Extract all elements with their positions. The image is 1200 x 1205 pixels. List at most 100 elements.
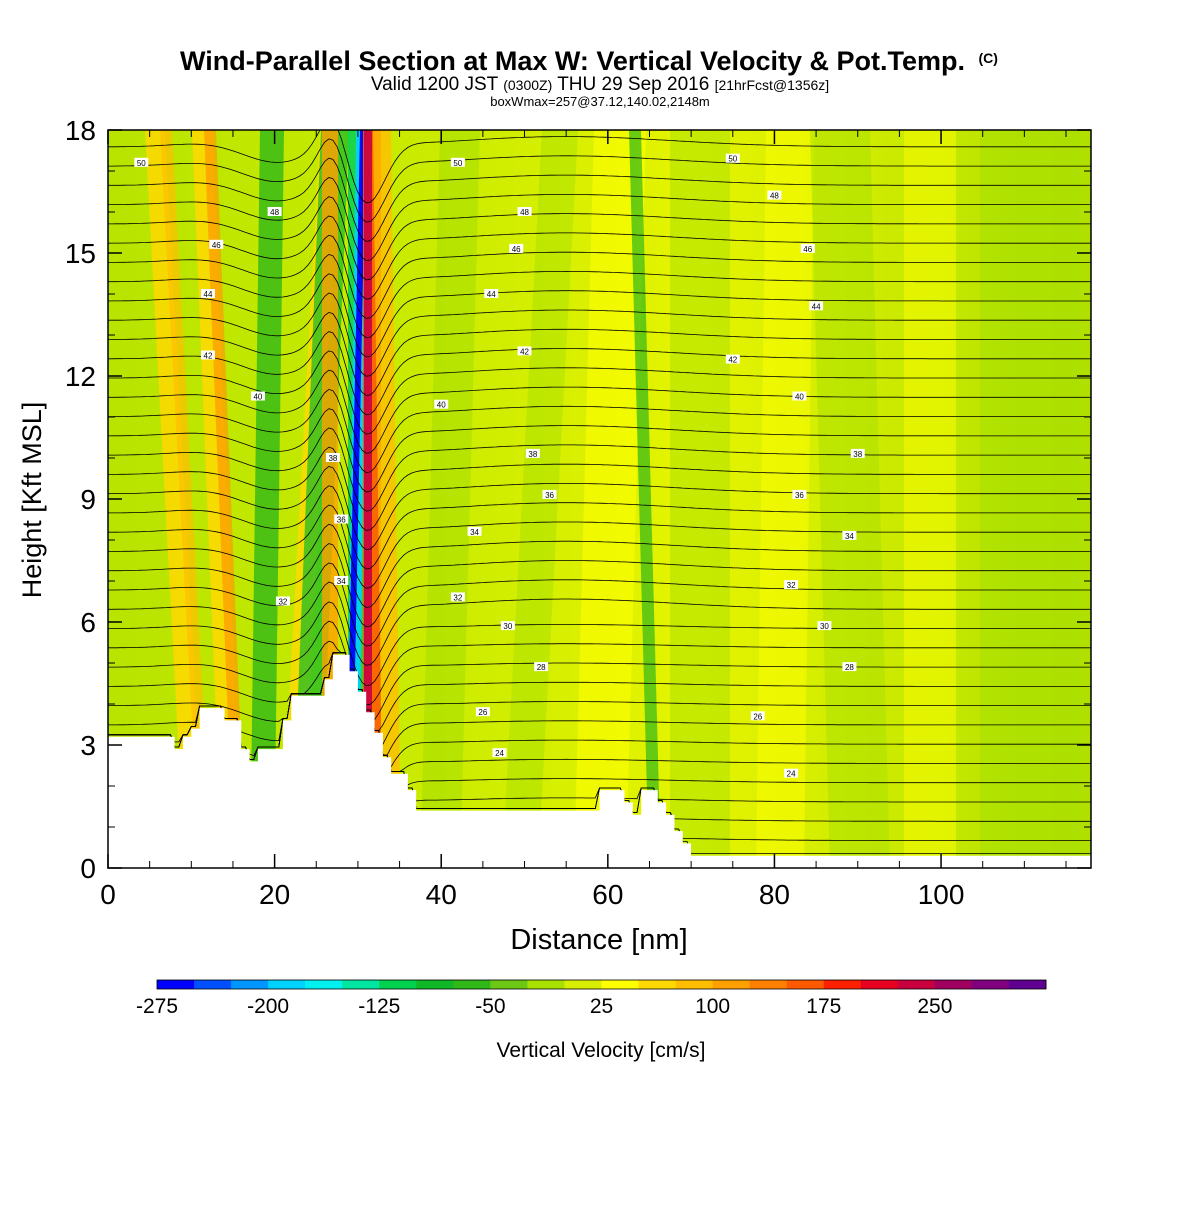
theta-label: 40 <box>250 391 265 402</box>
y-tick-label: 18 <box>65 115 96 146</box>
plot-area: 50 48 46 44 42 40 38 36 34 32 50 48 46 44 42 40 38 36 34 32… <box>108 130 1091 868</box>
theta-label-bg <box>450 157 465 167</box>
isentrope-line <box>108 620 1091 706</box>
theta-label-bg <box>467 526 482 536</box>
theta-label-text: 38 <box>853 450 862 459</box>
theta-label-bg <box>842 662 857 672</box>
theta-label-bg <box>534 662 549 672</box>
theta-label: 36 <box>542 489 557 500</box>
theta-label-text: 38 <box>328 454 337 463</box>
theta-label: 44 <box>484 289 499 299</box>
theta-label-text: 46 <box>212 241 221 250</box>
theta-label-text: 36 <box>795 491 804 500</box>
theta-label: 28 <box>534 662 549 672</box>
colorbar-swatch <box>1008 980 1047 989</box>
isentrope-line <box>108 652 1091 731</box>
chart-subtitle-box: boxWmax=257@37.12,140.02,2148m <box>490 94 710 109</box>
isentrope-line <box>108 523 1091 608</box>
theta-label: 38 <box>325 453 340 463</box>
isentrope-line <box>108 234 1091 319</box>
theta-label: 38 <box>525 448 540 459</box>
colorbar-swatch <box>416 980 454 989</box>
chart-title: Wind-Parallel Section at Max W: Vertical… <box>180 46 998 76</box>
theta-label-bg <box>334 514 349 524</box>
colorbar-swatch <box>157 980 195 989</box>
theta-labels: 50 48 46 44 42 40 38 36 34 32 50 48 46 44 42 40 38 36 34 32… <box>134 153 865 779</box>
theta-label-bg <box>484 289 499 298</box>
theta-label-bg <box>809 301 824 311</box>
theta-label-bg <box>250 391 265 401</box>
velocity-band <box>373 130 401 868</box>
theta-label: 48 <box>267 207 282 217</box>
theta-label: 44 <box>200 289 215 299</box>
theta-label-bg <box>209 239 224 249</box>
theta-label: 46 <box>209 239 224 250</box>
theta-label: 32 <box>275 596 290 607</box>
theta-label-bg <box>725 153 740 163</box>
colorbar-swatch <box>638 980 677 989</box>
theta-label: 42 <box>200 350 215 361</box>
theta-label: 30 <box>500 621 515 631</box>
theta-label-bg <box>817 621 832 631</box>
theta-label: 24 <box>784 768 799 779</box>
colorbar-frame <box>156 979 1047 990</box>
theta-label-bg <box>800 243 815 253</box>
colorbar-swatch <box>231 980 269 989</box>
colorbar-swatch <box>490 980 528 989</box>
velocity-band <box>420 130 480 868</box>
colorbar-swatch <box>897 980 936 989</box>
chart-title-mark: (C) <box>979 50 998 66</box>
theta-label: 50 <box>450 157 465 168</box>
isentrope-line <box>108 254 1091 339</box>
velocity-band <box>250 130 284 868</box>
theta-label-text: 44 <box>204 290 213 299</box>
isentrope-line <box>108 350 1091 435</box>
colorbar-label: Vertical Velocity [cm/s] <box>497 1039 706 1062</box>
colorbar-swatch <box>342 980 380 989</box>
theta-label-text: 30 <box>820 622 829 631</box>
colorbar-swatch <box>268 980 306 989</box>
theta-label-bg <box>492 748 507 758</box>
colorbar-swatch <box>527 980 565 989</box>
colorbar-swatch <box>194 980 232 989</box>
theta-label-text: 34 <box>337 577 346 586</box>
isentrope-line <box>108 543 1091 628</box>
colorbar-tick-label: 175 <box>806 995 841 1018</box>
colorbar-swatch <box>564 980 602 989</box>
theta-label-bg <box>792 391 807 401</box>
theta-label-bg <box>475 707 490 717</box>
x-tick-label: 20 <box>259 879 290 910</box>
isentrope-line <box>108 130 1091 204</box>
isentrope-line <box>108 466 1091 551</box>
isentrope-line <box>108 601 1091 687</box>
theta-label: 34 <box>842 530 857 541</box>
theta-label: 28 <box>842 662 857 672</box>
theta-label-text: 40 <box>795 393 804 402</box>
x-tick-label: 100 <box>918 879 965 910</box>
colorbar-swatch <box>749 980 788 989</box>
isentrope-line <box>108 446 1091 531</box>
theta-label-text: 36 <box>545 491 554 500</box>
x-tick-label: 60 <box>592 879 623 910</box>
theta-label-text: 32 <box>278 598 287 607</box>
y-tick-label: 15 <box>65 238 96 269</box>
theta-label-text: 42 <box>204 352 213 361</box>
theta-label-bg <box>267 207 282 216</box>
isentrope-line <box>108 311 1091 396</box>
isentrope-line <box>108 138 1091 223</box>
y-tick-label: 3 <box>80 730 96 761</box>
isentrope-line <box>108 331 1091 416</box>
x-axis-label: Distance [nm] <box>510 924 687 956</box>
theta-label-bg <box>842 530 857 540</box>
theta-label-text: 32 <box>453 593 462 602</box>
terrain-mask <box>108 654 1091 868</box>
theta-label-text: 50 <box>453 159 462 168</box>
isentrope-line <box>108 388 1091 474</box>
y-tick-label: 6 <box>80 607 96 638</box>
theta-label: 42 <box>517 346 532 356</box>
colorbar-tick-label: -125 <box>358 995 400 1018</box>
velocity-band <box>810 130 890 868</box>
theta-label-text: 50 <box>137 159 146 168</box>
